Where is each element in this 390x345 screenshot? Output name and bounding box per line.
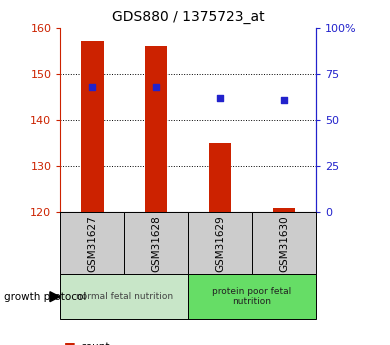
Polygon shape bbox=[50, 292, 60, 302]
Title: GDS880 / 1375723_at: GDS880 / 1375723_at bbox=[112, 10, 264, 24]
Text: GSM31627: GSM31627 bbox=[87, 215, 98, 272]
Bar bbox=[273, 208, 295, 212]
Bar bbox=[209, 143, 231, 212]
Point bbox=[281, 97, 287, 102]
Text: GSM31629: GSM31629 bbox=[215, 215, 225, 272]
Text: protein poor fetal
nutrition: protein poor fetal nutrition bbox=[213, 287, 292, 306]
FancyBboxPatch shape bbox=[60, 212, 124, 274]
Point bbox=[89, 84, 96, 89]
Text: normal fetal nutrition: normal fetal nutrition bbox=[76, 292, 173, 301]
Text: ■: ■ bbox=[64, 340, 76, 345]
FancyBboxPatch shape bbox=[188, 212, 252, 274]
Text: growth protocol: growth protocol bbox=[4, 292, 86, 302]
FancyBboxPatch shape bbox=[60, 274, 188, 319]
FancyBboxPatch shape bbox=[252, 212, 316, 274]
Point bbox=[153, 84, 160, 89]
Text: GSM31630: GSM31630 bbox=[279, 215, 289, 272]
FancyBboxPatch shape bbox=[188, 274, 316, 319]
Text: GSM31628: GSM31628 bbox=[151, 215, 161, 272]
Bar bbox=[145, 46, 167, 212]
Text: count: count bbox=[80, 342, 110, 345]
FancyBboxPatch shape bbox=[124, 212, 188, 274]
Point bbox=[217, 95, 223, 100]
Bar bbox=[81, 41, 104, 212]
